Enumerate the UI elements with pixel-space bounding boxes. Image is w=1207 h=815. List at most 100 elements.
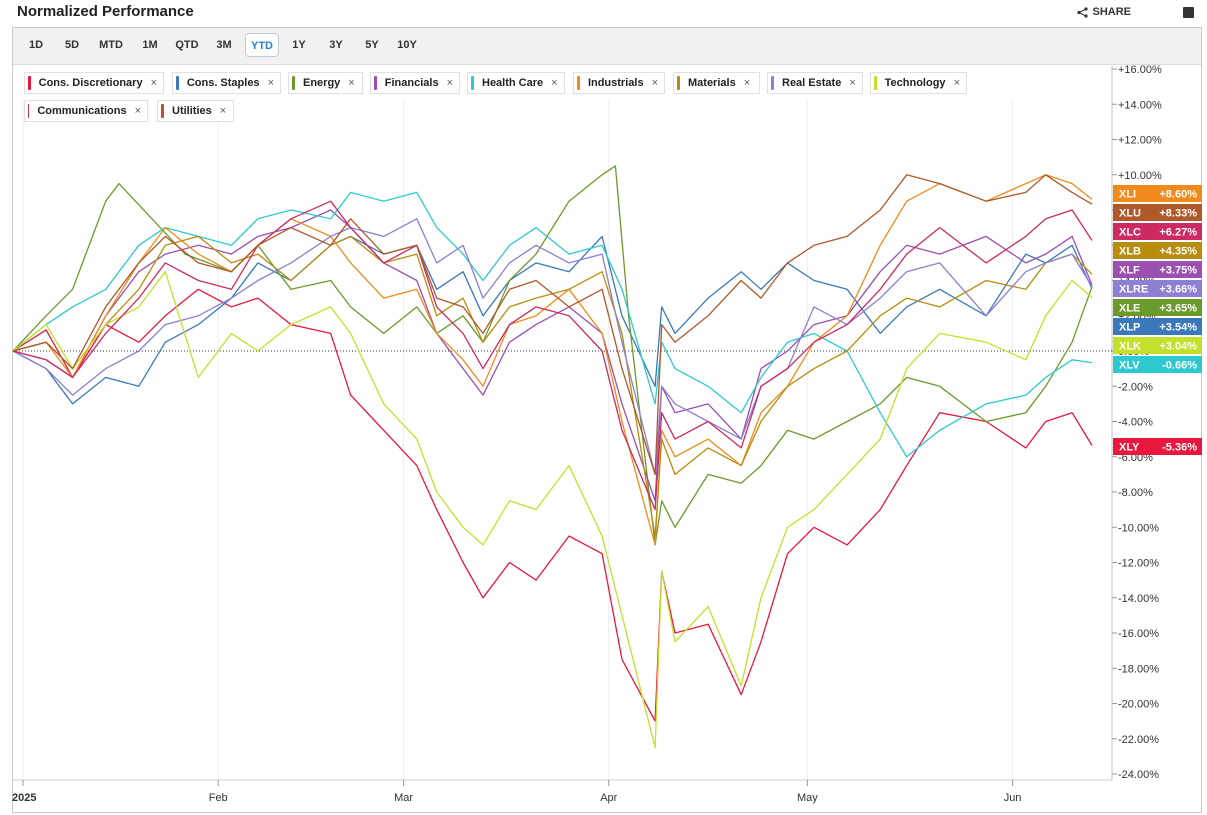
legend-item-xlv[interactable]: Health Care × bbox=[467, 72, 565, 94]
legend-label: Communications bbox=[37, 105, 127, 117]
remove-series-icon[interactable]: × bbox=[849, 77, 856, 89]
legend-item-xlu[interactable]: Utilities × bbox=[157, 100, 234, 122]
remove-series-icon[interactable]: × bbox=[953, 77, 960, 89]
range-selector: 1D 5D MTD 1M QTD 3M YTD 1Y 3Y 5Y 10Y bbox=[13, 28, 1201, 65]
y-tick-label: -24.00% bbox=[1118, 769, 1159, 781]
y-tick-label: +10.00% bbox=[1118, 170, 1162, 182]
series-line-xlu bbox=[12, 174, 1093, 476]
y-tick-label: -18.00% bbox=[1118, 663, 1159, 675]
range-button-3y[interactable]: 3Y bbox=[329, 39, 343, 51]
range-button-5y[interactable]: 5Y bbox=[365, 39, 379, 51]
share-icon bbox=[1077, 6, 1089, 18]
range-button-5d[interactable]: 5D bbox=[64, 39, 80, 51]
y-tick-label: -16.00% bbox=[1118, 628, 1159, 640]
y-tick-label: -20.00% bbox=[1118, 699, 1159, 711]
legend-label: Financials bbox=[384, 77, 439, 89]
badge-ticker: XLU bbox=[1119, 208, 1141, 220]
badge-ticker: XLE bbox=[1119, 303, 1140, 315]
legend-item-xle[interactable]: Energy × bbox=[288, 72, 363, 94]
chart-panel: 1D 5D MTD 1M QTD 3M YTD 1Y 3Y 5Y 10Y bbox=[12, 27, 1202, 813]
badge-background bbox=[1113, 299, 1202, 316]
badge-background bbox=[1113, 223, 1202, 240]
badge-value: +3.66% bbox=[1159, 284, 1197, 296]
range-button-ytd[interactable]: YTD bbox=[245, 33, 279, 57]
legend-label: Utilities bbox=[172, 105, 212, 117]
expand-icon[interactable] bbox=[1183, 7, 1194, 18]
remove-series-icon[interactable]: × bbox=[150, 77, 157, 89]
x-tick-label: Feb bbox=[209, 792, 228, 804]
remove-series-icon[interactable]: × bbox=[743, 77, 751, 89]
range-button-10y[interactable]: 10Y bbox=[397, 39, 417, 51]
legend-item-xlre[interactable]: Real Estate × bbox=[767, 72, 863, 94]
series-line-xle bbox=[12, 165, 1093, 546]
range-button-1y[interactable]: 1Y bbox=[292, 39, 306, 51]
legend-label: Industrials bbox=[587, 77, 644, 89]
y-tick-label: -8.00% bbox=[1118, 487, 1153, 499]
series-line-xly bbox=[12, 288, 1093, 722]
legend-swatch bbox=[161, 104, 164, 118]
y-tick-label: -2.00% bbox=[1118, 381, 1153, 393]
y-tick-label: +12.00% bbox=[1118, 135, 1162, 147]
series-line-xlb bbox=[12, 235, 1093, 537]
legend-item-xlb[interactable]: Materials × bbox=[673, 72, 760, 94]
legend-item-xli[interactable]: Industrials × bbox=[573, 72, 665, 94]
badge-ticker: XLP bbox=[1119, 322, 1140, 334]
range-button-mtd[interactable]: MTD bbox=[99, 39, 123, 51]
range-button-1d[interactable]: 1D bbox=[28, 39, 44, 51]
remove-series-icon[interactable]: × bbox=[551, 77, 558, 89]
last-value-badge-xlv: XLV -0.66% bbox=[1113, 356, 1202, 373]
legend-label: Technology bbox=[884, 77, 946, 89]
y-tick-label: +14.00% bbox=[1118, 99, 1162, 111]
series-line-xlk bbox=[12, 271, 1093, 749]
badge-ticker: XLV bbox=[1119, 360, 1140, 372]
range-button-qtd[interactable]: QTD bbox=[175, 39, 199, 51]
series-line-xlp bbox=[12, 235, 1093, 405]
legend-item-xlf[interactable]: Financials × bbox=[370, 72, 460, 94]
badge-ticker: XLI bbox=[1119, 189, 1136, 201]
remove-series-icon[interactable]: × bbox=[219, 105, 227, 117]
y-tick-label: -12.00% bbox=[1118, 558, 1159, 570]
legend-swatch bbox=[577, 76, 580, 90]
x-tick-label: May bbox=[797, 792, 818, 804]
badge-value: +8.60% bbox=[1159, 189, 1197, 201]
last-value-badge-xlu: XLU +8.33% bbox=[1113, 204, 1202, 221]
remove-series-icon[interactable]: × bbox=[446, 77, 453, 89]
legend-label: Cons. Staples bbox=[186, 77, 260, 89]
remove-series-icon[interactable]: × bbox=[134, 105, 141, 117]
badge-value: +3.65% bbox=[1159, 303, 1197, 315]
legend-swatch bbox=[28, 104, 30, 118]
badge-value: +8.33% bbox=[1159, 208, 1197, 220]
range-button-1m[interactable]: 1M bbox=[142, 39, 158, 51]
series-line-xlv bbox=[12, 191, 1093, 458]
share-button[interactable]: SHARE bbox=[1077, 6, 1131, 18]
remove-series-icon[interactable]: × bbox=[267, 77, 274, 89]
y-tick-label: -10.00% bbox=[1118, 522, 1159, 534]
remove-series-icon[interactable]: × bbox=[651, 77, 658, 89]
legend-label: Health Care bbox=[482, 77, 544, 89]
last-value-badge-xlp: XLP +3.54% bbox=[1113, 318, 1202, 335]
badge-value: +6.27% bbox=[1159, 227, 1197, 239]
badge-background bbox=[1113, 280, 1202, 297]
legend-item-xly[interactable]: Cons. Discretionary × bbox=[24, 72, 164, 94]
badge-value: -0.66% bbox=[1162, 360, 1197, 372]
legend-label: Real Estate bbox=[782, 77, 842, 89]
range-button-3m[interactable]: 3M bbox=[216, 39, 232, 51]
badge-background bbox=[1113, 261, 1202, 278]
badge-ticker: XLRE bbox=[1119, 284, 1148, 296]
legend-swatch bbox=[28, 76, 31, 90]
remove-series-icon[interactable]: × bbox=[348, 77, 355, 89]
legend-label: Energy bbox=[303, 77, 341, 89]
legend-swatch bbox=[176, 76, 179, 90]
badge-value: +3.54% bbox=[1159, 322, 1197, 334]
badge-ticker: XLF bbox=[1119, 265, 1140, 277]
legend-label: Cons. Discretionary bbox=[38, 77, 143, 89]
last-value-badge-xlre: XLRE +3.66% bbox=[1113, 280, 1202, 297]
badge-ticker: XLC bbox=[1119, 227, 1141, 239]
badge-background bbox=[1113, 438, 1202, 455]
last-value-badge-xlf: XLF +3.75% bbox=[1113, 261, 1202, 278]
legend-item-xlp[interactable]: Cons. Staples × bbox=[172, 72, 281, 94]
legend-item-xlk[interactable]: Technology × bbox=[870, 72, 967, 94]
legend-item-xlc[interactable]: Communications × bbox=[24, 100, 148, 122]
y-tick-label: -14.00% bbox=[1118, 593, 1159, 605]
